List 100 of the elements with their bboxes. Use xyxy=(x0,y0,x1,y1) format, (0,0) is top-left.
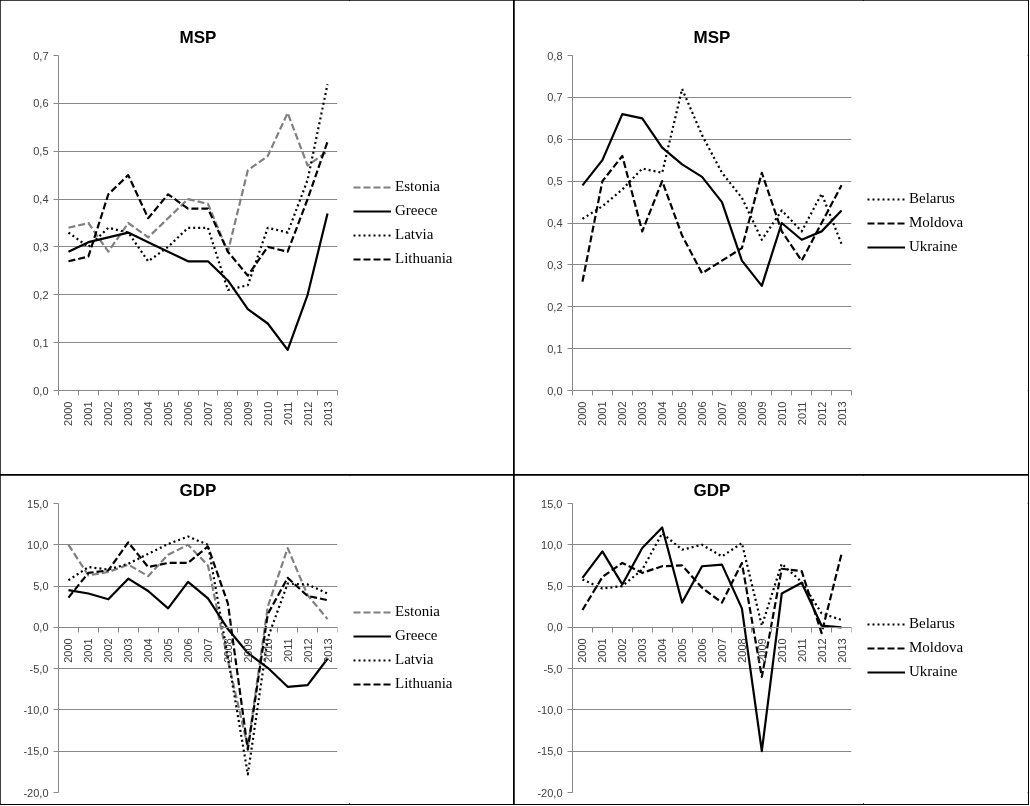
x-tick-label: 2009 xyxy=(755,638,768,663)
y-tick-label: 0,0 xyxy=(33,384,49,397)
x-tick-label: 2007 xyxy=(715,401,728,426)
x-tick-label: 2000 xyxy=(62,401,75,426)
y-tick-label: 0,3 xyxy=(547,258,563,271)
y-tick-label: 5,0 xyxy=(547,580,563,593)
x-tick-label: 2012 xyxy=(301,638,314,663)
x-tick-label: 2004 xyxy=(142,638,155,663)
y-tick-label: 0,4 xyxy=(547,217,563,229)
y-tick-label: 0,5 xyxy=(33,145,49,158)
x-tick-label: 2006 xyxy=(696,401,709,426)
legend-label: Belarus xyxy=(909,190,955,207)
y-tick-label: -15,0 xyxy=(23,745,49,758)
y-tick-label: 0,7 xyxy=(547,91,563,104)
x-tick-label: 2001 xyxy=(82,401,95,426)
x-tick-label: 2005 xyxy=(676,401,689,426)
y-tick-label: 10,0 xyxy=(541,538,563,551)
y-tick-label: 5,0 xyxy=(33,580,49,593)
x-tick-label: 2001 xyxy=(596,638,609,663)
x-tick-label: 2008 xyxy=(221,401,234,426)
x-tick-label: 2011 xyxy=(281,638,294,663)
x-tick-label: 2010 xyxy=(775,401,788,426)
x-tick-label: 2010 xyxy=(775,638,788,663)
x-tick-label: 2000 xyxy=(576,401,589,426)
y-tick-label: -20,0 xyxy=(23,786,49,799)
legend-label: Greece xyxy=(395,627,438,644)
x-tick-label: 2003 xyxy=(122,401,135,426)
legend-label: Belarus xyxy=(909,615,955,632)
y-tick-label: -15,0 xyxy=(537,745,563,758)
chart-title: GDP xyxy=(179,481,217,500)
y-tick-label: -10,0 xyxy=(23,703,49,716)
legend-label: Latvia xyxy=(395,226,434,243)
x-tick-label: 2005 xyxy=(676,638,689,663)
x-tick-label: 2013 xyxy=(835,401,848,426)
x-tick-label: 2006 xyxy=(696,638,709,663)
x-tick-label: 2013 xyxy=(835,638,848,663)
legend-label: Estonia xyxy=(395,178,440,195)
x-tick-label: 2003 xyxy=(122,638,135,663)
y-tick-label: 0,1 xyxy=(547,342,563,355)
y-tick-label: 10,0 xyxy=(27,538,49,551)
x-tick-label: 2006 xyxy=(182,638,195,663)
y-tick-label: 0,0 xyxy=(547,384,563,397)
y-tick-label: -20,0 xyxy=(537,786,563,799)
legend-label: Moldova xyxy=(909,639,964,656)
x-tick-label: 2011 xyxy=(281,401,294,426)
x-tick-label: 2013 xyxy=(321,638,334,663)
y-tick-label: -5,0 xyxy=(543,662,563,675)
y-tick-label: 0,6 xyxy=(547,133,563,146)
x-tick-label: 2007 xyxy=(715,638,728,663)
x-tick-label: 2003 xyxy=(636,638,649,663)
x-tick-label: 2000 xyxy=(576,638,589,663)
legend-label: Latvia xyxy=(395,651,434,668)
x-tick-label: 2010 xyxy=(261,638,274,663)
y-tick-label: 0,0 xyxy=(547,621,563,634)
legend-label: Greece xyxy=(395,202,438,219)
x-tick-label: 2013 xyxy=(321,401,334,426)
x-tick-label: 2001 xyxy=(82,638,95,663)
x-tick-label: 2012 xyxy=(815,401,828,426)
y-tick-label: 0,4 xyxy=(33,193,49,206)
x-tick-label: 2008 xyxy=(735,401,748,426)
x-tick-label: 2008 xyxy=(735,638,748,663)
chart-title: GDP xyxy=(693,481,731,500)
legend-label: Moldova xyxy=(909,214,964,231)
line-series xyxy=(67,111,329,253)
x-tick-label: 2002 xyxy=(102,401,115,426)
y-tick-label: 0,6 xyxy=(33,97,49,110)
x-tick-label: 2004 xyxy=(656,401,669,426)
y-tick-label: 0,1 xyxy=(33,336,49,349)
x-tick-label: 2003 xyxy=(636,401,649,426)
y-tick-label: 0,2 xyxy=(33,288,49,301)
x-tick-label: 2010 xyxy=(261,401,274,426)
x-tick-label: 2009 xyxy=(241,401,254,426)
x-tick-label: 2004 xyxy=(142,401,155,426)
y-tick-label: 0,0 xyxy=(33,621,49,634)
chart-title: MSP xyxy=(179,27,217,47)
chart-title: MSP xyxy=(693,27,731,47)
y-tick-label: 0,8 xyxy=(547,49,563,62)
legend-label: Ukraine xyxy=(909,663,958,680)
x-tick-label: 2009 xyxy=(241,638,254,663)
x-tick-label: 2011 xyxy=(795,401,808,426)
legend-label: Estonia xyxy=(395,603,440,620)
x-tick-label: 2007 xyxy=(201,638,214,663)
x-tick-label: 2012 xyxy=(301,401,314,426)
x-tick-label: 2002 xyxy=(616,638,629,663)
x-tick-label: 2008 xyxy=(221,638,234,663)
legend-label: Ukraine xyxy=(909,238,958,255)
y-tick-label: 0,7 xyxy=(33,49,49,62)
x-tick-label: 2005 xyxy=(162,401,175,426)
y-tick-label: -5,0 xyxy=(29,662,49,675)
x-tick-label: 2011 xyxy=(795,638,808,663)
y-tick-label: 15,0 xyxy=(27,497,49,510)
x-tick-label: 2012 xyxy=(815,638,828,663)
x-tick-label: 2004 xyxy=(656,638,669,663)
x-tick-label: 2001 xyxy=(596,401,609,426)
y-tick-label: 0,5 xyxy=(547,175,563,188)
x-tick-label: 2000 xyxy=(62,638,75,663)
x-tick-label: 2002 xyxy=(616,401,629,426)
legend-label: Lithuania xyxy=(395,675,453,692)
legend-label: Lithuania xyxy=(395,250,453,267)
x-tick-label: 2006 xyxy=(182,401,195,426)
